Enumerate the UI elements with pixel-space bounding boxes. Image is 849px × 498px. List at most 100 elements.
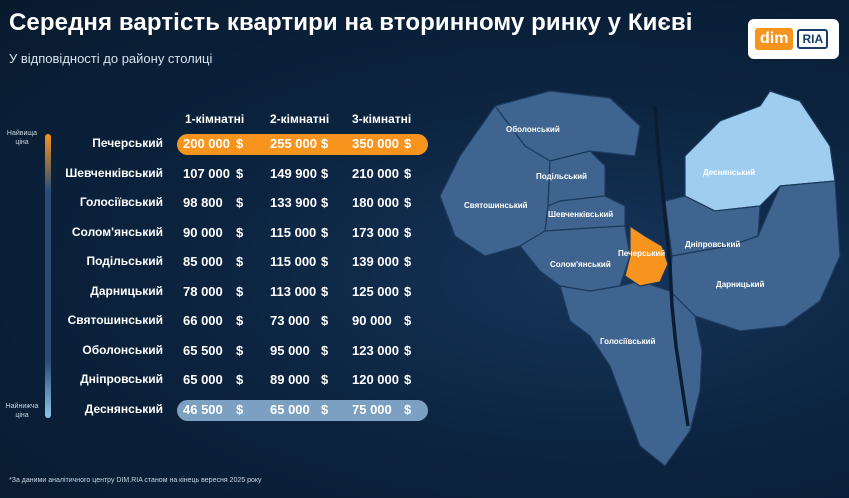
page-subtitle: У відповідності до району столиці <box>9 51 213 66</box>
district-name: Печерський <box>92 136 163 150</box>
scale-top-label: Найвища ціна <box>6 130 38 146</box>
currency-symbol: $ <box>236 343 244 358</box>
district-name: Святошинський <box>67 313 163 327</box>
currency-symbol: $ <box>321 372 329 387</box>
currency-symbol: $ <box>321 254 329 269</box>
price-cell: 133 900 <box>270 195 317 210</box>
currency-symbol: $ <box>321 402 329 417</box>
table-row: Оболонський 65 500 $95 000 $123 000 $ <box>0 343 440 363</box>
column-header-3room: 3-кімнатні <box>352 112 412 126</box>
table-row: Шевченківський 107 000 $149 900 $210 000 $ <box>0 166 440 186</box>
price-cell: 139 000 <box>352 254 399 269</box>
price-cell: 65 500 <box>183 343 223 358</box>
table-row: Деснянський 46 500 $65 000 $75 000 $ <box>0 402 440 422</box>
footnote: *За даними аналітичного центру DIM.RIA с… <box>9 477 262 484</box>
price-cell: 90 000 <box>352 313 392 328</box>
map-label-obolonskyi: Оболонський <box>506 125 560 134</box>
price-cell: 46 500 <box>183 402 223 417</box>
currency-symbol: $ <box>321 313 329 328</box>
price-cell: 255 000 <box>270 136 317 151</box>
currency-symbol: $ <box>236 313 244 328</box>
currency-symbol: $ <box>404 402 412 417</box>
table-row: Солом'янський 90 000 $115 000 $173 000 $ <box>0 225 440 245</box>
table-row: Голосіївський 98 800 $133 900 $180 000 $ <box>0 195 440 215</box>
table-row: Печерський 200 000 $255 000 $350 000 $ <box>0 136 440 156</box>
column-header-1room: 1-кімнатні <box>185 112 245 126</box>
price-cell: 115 000 <box>270 225 317 240</box>
currency-symbol: $ <box>404 195 412 210</box>
price-cell: 65 000 <box>270 402 310 417</box>
map-label-dniprovskyi: Дніпровський <box>685 240 740 249</box>
table-row: Дніпровський 65 000 $89 000 $120 000 $ <box>0 372 440 392</box>
currency-symbol: $ <box>404 343 412 358</box>
currency-symbol: $ <box>236 195 244 210</box>
map-label-holosiivskyi: Голосіївський <box>600 337 656 346</box>
price-cell: 85 000 <box>183 254 223 269</box>
dimria-logo: dim RIA <box>748 19 839 59</box>
price-cell: 180 000 <box>352 195 399 210</box>
currency-symbol: $ <box>404 225 412 240</box>
table-row: Подільський 85 000 $115 000 $139 000 $ <box>0 254 440 274</box>
price-cell: 98 800 <box>183 195 223 210</box>
district-name: Шевченківський <box>65 166 163 180</box>
currency-symbol: $ <box>404 372 412 387</box>
currency-symbol: $ <box>404 254 412 269</box>
currency-symbol: $ <box>321 225 329 240</box>
page-title: Середня вартість квартири на вторинному … <box>9 9 693 36</box>
map-label-shevchenkivskyi: Шевченківський <box>548 210 613 219</box>
currency-symbol: $ <box>404 313 412 328</box>
district-name: Дніпровський <box>80 372 163 386</box>
price-scale-bar <box>45 134 51 418</box>
price-cell: 120 000 <box>352 372 399 387</box>
price-cell: 113 000 <box>270 284 317 299</box>
district-name: Дарницький <box>90 284 163 298</box>
currency-symbol: $ <box>236 254 244 269</box>
district-name: Оболонський <box>82 343 163 357</box>
currency-symbol: $ <box>236 225 244 240</box>
district-name: Подільський <box>86 254 163 268</box>
scale-bottom-label: Найнижча ціна <box>5 403 39 419</box>
price-cell: 149 900 <box>270 166 317 181</box>
currency-symbol: $ <box>236 372 244 387</box>
price-cell: 123 000 <box>352 343 399 358</box>
map-label-solomianskyi: Солом'янський <box>550 260 611 269</box>
currency-symbol: $ <box>321 195 329 210</box>
price-cell: 73 000 <box>270 313 310 328</box>
currency-symbol: $ <box>236 136 244 151</box>
currency-symbol: $ <box>404 136 412 151</box>
price-cell: 173 000 <box>352 225 399 240</box>
currency-symbol: $ <box>236 166 244 181</box>
district-name: Голосіївський <box>79 195 163 209</box>
district-name: Деснянський <box>84 402 163 416</box>
currency-symbol: $ <box>236 284 244 299</box>
map-district-holosiivskyi <box>559 280 703 467</box>
price-cell: 200 000 <box>183 136 230 151</box>
currency-symbol: $ <box>404 284 412 299</box>
column-header-2room: 2-кімнатні <box>270 112 330 126</box>
price-cell: 66 000 <box>183 313 223 328</box>
price-cell: 210 000 <box>352 166 399 181</box>
price-cell: 78 000 <box>183 284 223 299</box>
map-river-dnipro <box>653 105 690 427</box>
map-label-desnianskyi: Деснянський <box>703 168 755 177</box>
price-cell: 75 000 <box>352 402 392 417</box>
price-cell: 95 000 <box>270 343 310 358</box>
kyiv-district-map: Оболонський Подільський Святошинський Ше… <box>440 90 841 467</box>
price-cell: 350 000 <box>352 136 399 151</box>
price-cell: 65 000 <box>183 372 223 387</box>
currency-symbol: $ <box>404 166 412 181</box>
price-cell: 90 000 <box>183 225 223 240</box>
logo-ria-text: RIA <box>797 29 829 49</box>
price-cell: 125 000 <box>352 284 399 299</box>
table-row: Дарницький 78 000 $113 000 $125 000 $ <box>0 284 440 304</box>
map-label-pecherskyi: Печерський <box>618 249 665 258</box>
currency-symbol: $ <box>236 402 244 417</box>
map-label-podilskyi: Подільський <box>536 172 587 181</box>
currency-symbol: $ <box>321 284 329 299</box>
lowest-price-highlight <box>177 400 428 421</box>
price-cell: 89 000 <box>270 372 310 387</box>
district-name: Солом'янський <box>71 225 163 239</box>
map-label-darnytskyi: Дарницький <box>716 280 765 289</box>
map-district-solomianskyi <box>519 225 631 292</box>
currency-symbol: $ <box>321 136 329 151</box>
